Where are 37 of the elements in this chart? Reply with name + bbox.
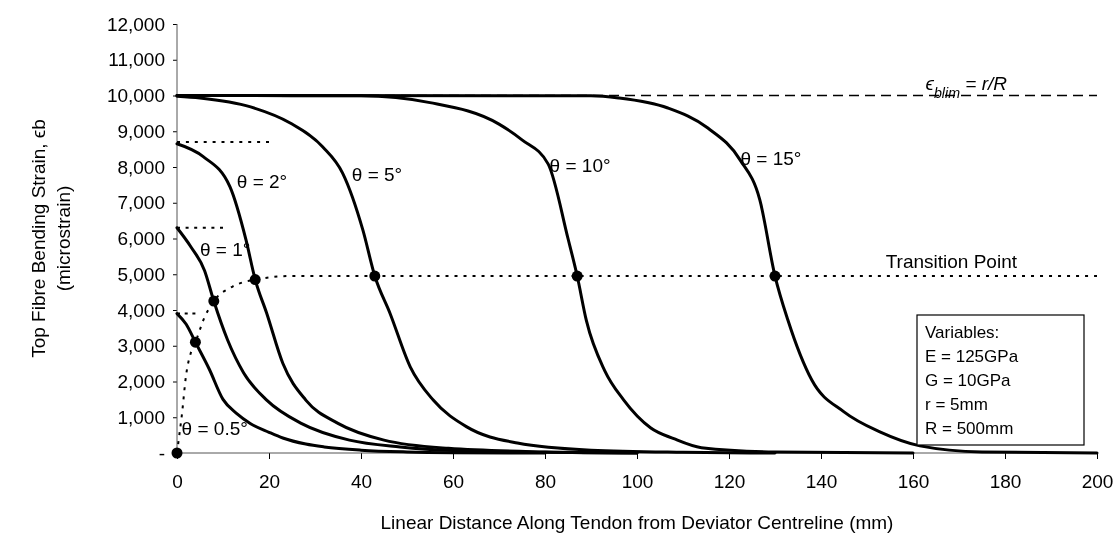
annotation: Variables: (925, 323, 1000, 342)
annotation: θ = 0.5° (181, 418, 248, 440)
x-tick-label: 60 (442, 471, 465, 493)
annotation: θ = 5° (351, 164, 403, 186)
y-axis-title: Top Fibre Bending Strain, ϵb (microstrain) (28, 119, 74, 358)
annotation: θ = 10° (549, 155, 611, 177)
y-tick-label: 11,000 (108, 49, 165, 71)
x-tick-label: 0 (172, 471, 183, 493)
x-axis-title: Linear Distance Along Tendon from Deviator Centreline (mm) (380, 512, 894, 533)
y-tick-label: 5,000 (117, 263, 165, 285)
annotation: θ = 15° (740, 148, 802, 170)
x-tick-label: 120 (713, 471, 746, 493)
x-tick-label: 100 (621, 471, 654, 493)
y-tick-label: 6,000 (117, 228, 165, 250)
y-tick-label: 9,000 (117, 120, 165, 142)
annotation: G = 10GPa (925, 371, 1012, 390)
y-tick-label: - (158, 442, 165, 464)
y-tick-label: 3,000 (117, 335, 165, 357)
x-tick-label: 140 (805, 471, 838, 493)
series-label: Transition Point (885, 251, 1018, 273)
y-tick-label: 12,000 (106, 13, 165, 35)
annotation: R = 500mm (925, 419, 1014, 438)
x-tick-label: 180 (989, 471, 1022, 493)
annotation: θ = 2° (236, 171, 288, 193)
annotation: r = 5mm (925, 395, 988, 414)
x-tick-label: 80 (534, 471, 557, 493)
y-tick-label: 8,000 (117, 156, 165, 178)
annotation: E = 125GPa (925, 347, 1019, 366)
y-tick-label: 4,000 (117, 299, 165, 321)
y-tick-label: 1,000 (117, 406, 165, 428)
x-tick-label: 40 (350, 471, 373, 493)
y-tick-label: 2,000 (117, 371, 165, 393)
y-tick-label: 7,000 (117, 192, 165, 214)
x-tick-label: 200 (1081, 471, 1114, 493)
x-tick-label: 160 (897, 471, 930, 493)
y-tick-label: 10,000 (106, 85, 165, 107)
x-tick-label: 20 (258, 471, 281, 493)
